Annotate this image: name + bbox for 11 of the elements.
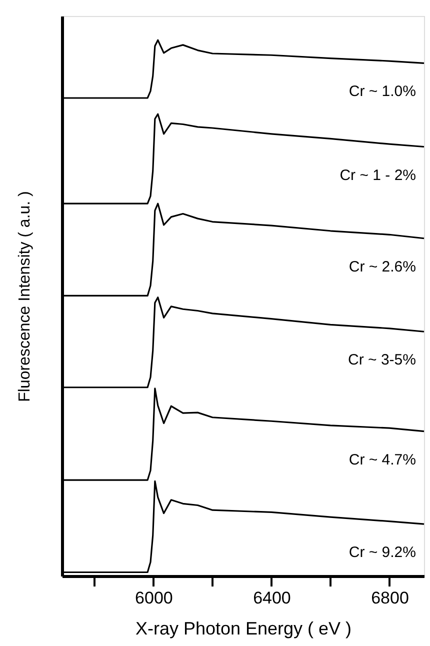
x-tick-label: 6800 — [371, 588, 409, 608]
y-axis-title: Fluorescence Intensity ( a.u. ) — [16, 191, 34, 402]
x-tick-label: 6400 — [253, 588, 291, 608]
annotation: Cr ~ 9.2% — [348, 544, 416, 562]
annotation: Cr ~ 1 - 2% — [340, 166, 416, 184]
x-tick-label: 6000 — [135, 588, 173, 608]
annotation: Cr ~ 4.7% — [348, 451, 416, 468]
annotation: Cr ~ 3-5% — [348, 352, 416, 369]
annotation: Cr ~ 2.6% — [348, 258, 416, 276]
annotation: Cr ~ 1.0% — [348, 83, 416, 100]
x-axis-title: X-ray Photon Energy ( eV ) — [135, 618, 352, 638]
